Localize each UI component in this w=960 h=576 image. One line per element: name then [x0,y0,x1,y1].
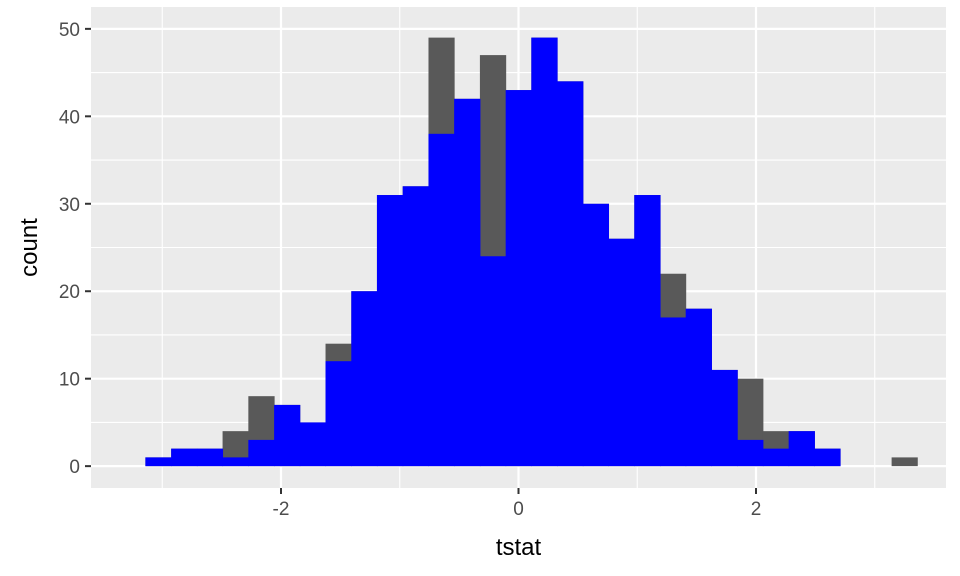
gray-bar [891,457,918,467]
blue-bar [557,81,584,467]
blue-bar [814,448,841,467]
blue-bar [402,186,429,467]
blue-bar [376,195,404,467]
x-axis-title: tstat [496,534,542,561]
y-tick-label: 0 [69,457,80,478]
blue-bar [788,431,815,467]
blue-bar [531,37,558,467]
blue-bar [222,457,249,467]
y-tick-label: 30 [59,195,80,216]
blue-bar [428,133,455,467]
blue-bar [660,317,687,467]
blue-bar [685,308,712,467]
blue-bar [171,448,198,467]
blue-bar [505,90,532,467]
blue-histogram-bars [145,37,841,467]
blue-bar [145,457,172,467]
blue-bar [762,448,790,467]
blue-bar [351,291,378,467]
blue-bar [479,256,507,467]
blue-bar [582,203,610,467]
blue-bar [274,404,301,467]
blue-bar [711,369,738,467]
y-axis-title: count [16,218,43,277]
y-tick-label: 50 [59,20,80,41]
blue-bar [325,361,352,467]
blue-bar [634,195,661,467]
blue-bar [196,448,224,467]
blue-bar [608,238,635,467]
x-tick-label: -2 [273,499,290,520]
blue-bar [454,98,481,467]
blue-bar [248,439,275,467]
y-tick-label: 20 [59,282,80,303]
x-tick-label: 0 [513,499,524,520]
blue-bar [299,422,327,467]
y-tick-label: 10 [59,370,80,391]
x-tick-label: 2 [751,499,762,520]
blue-bar [737,439,764,467]
y-tick-label: 40 [59,107,80,128]
